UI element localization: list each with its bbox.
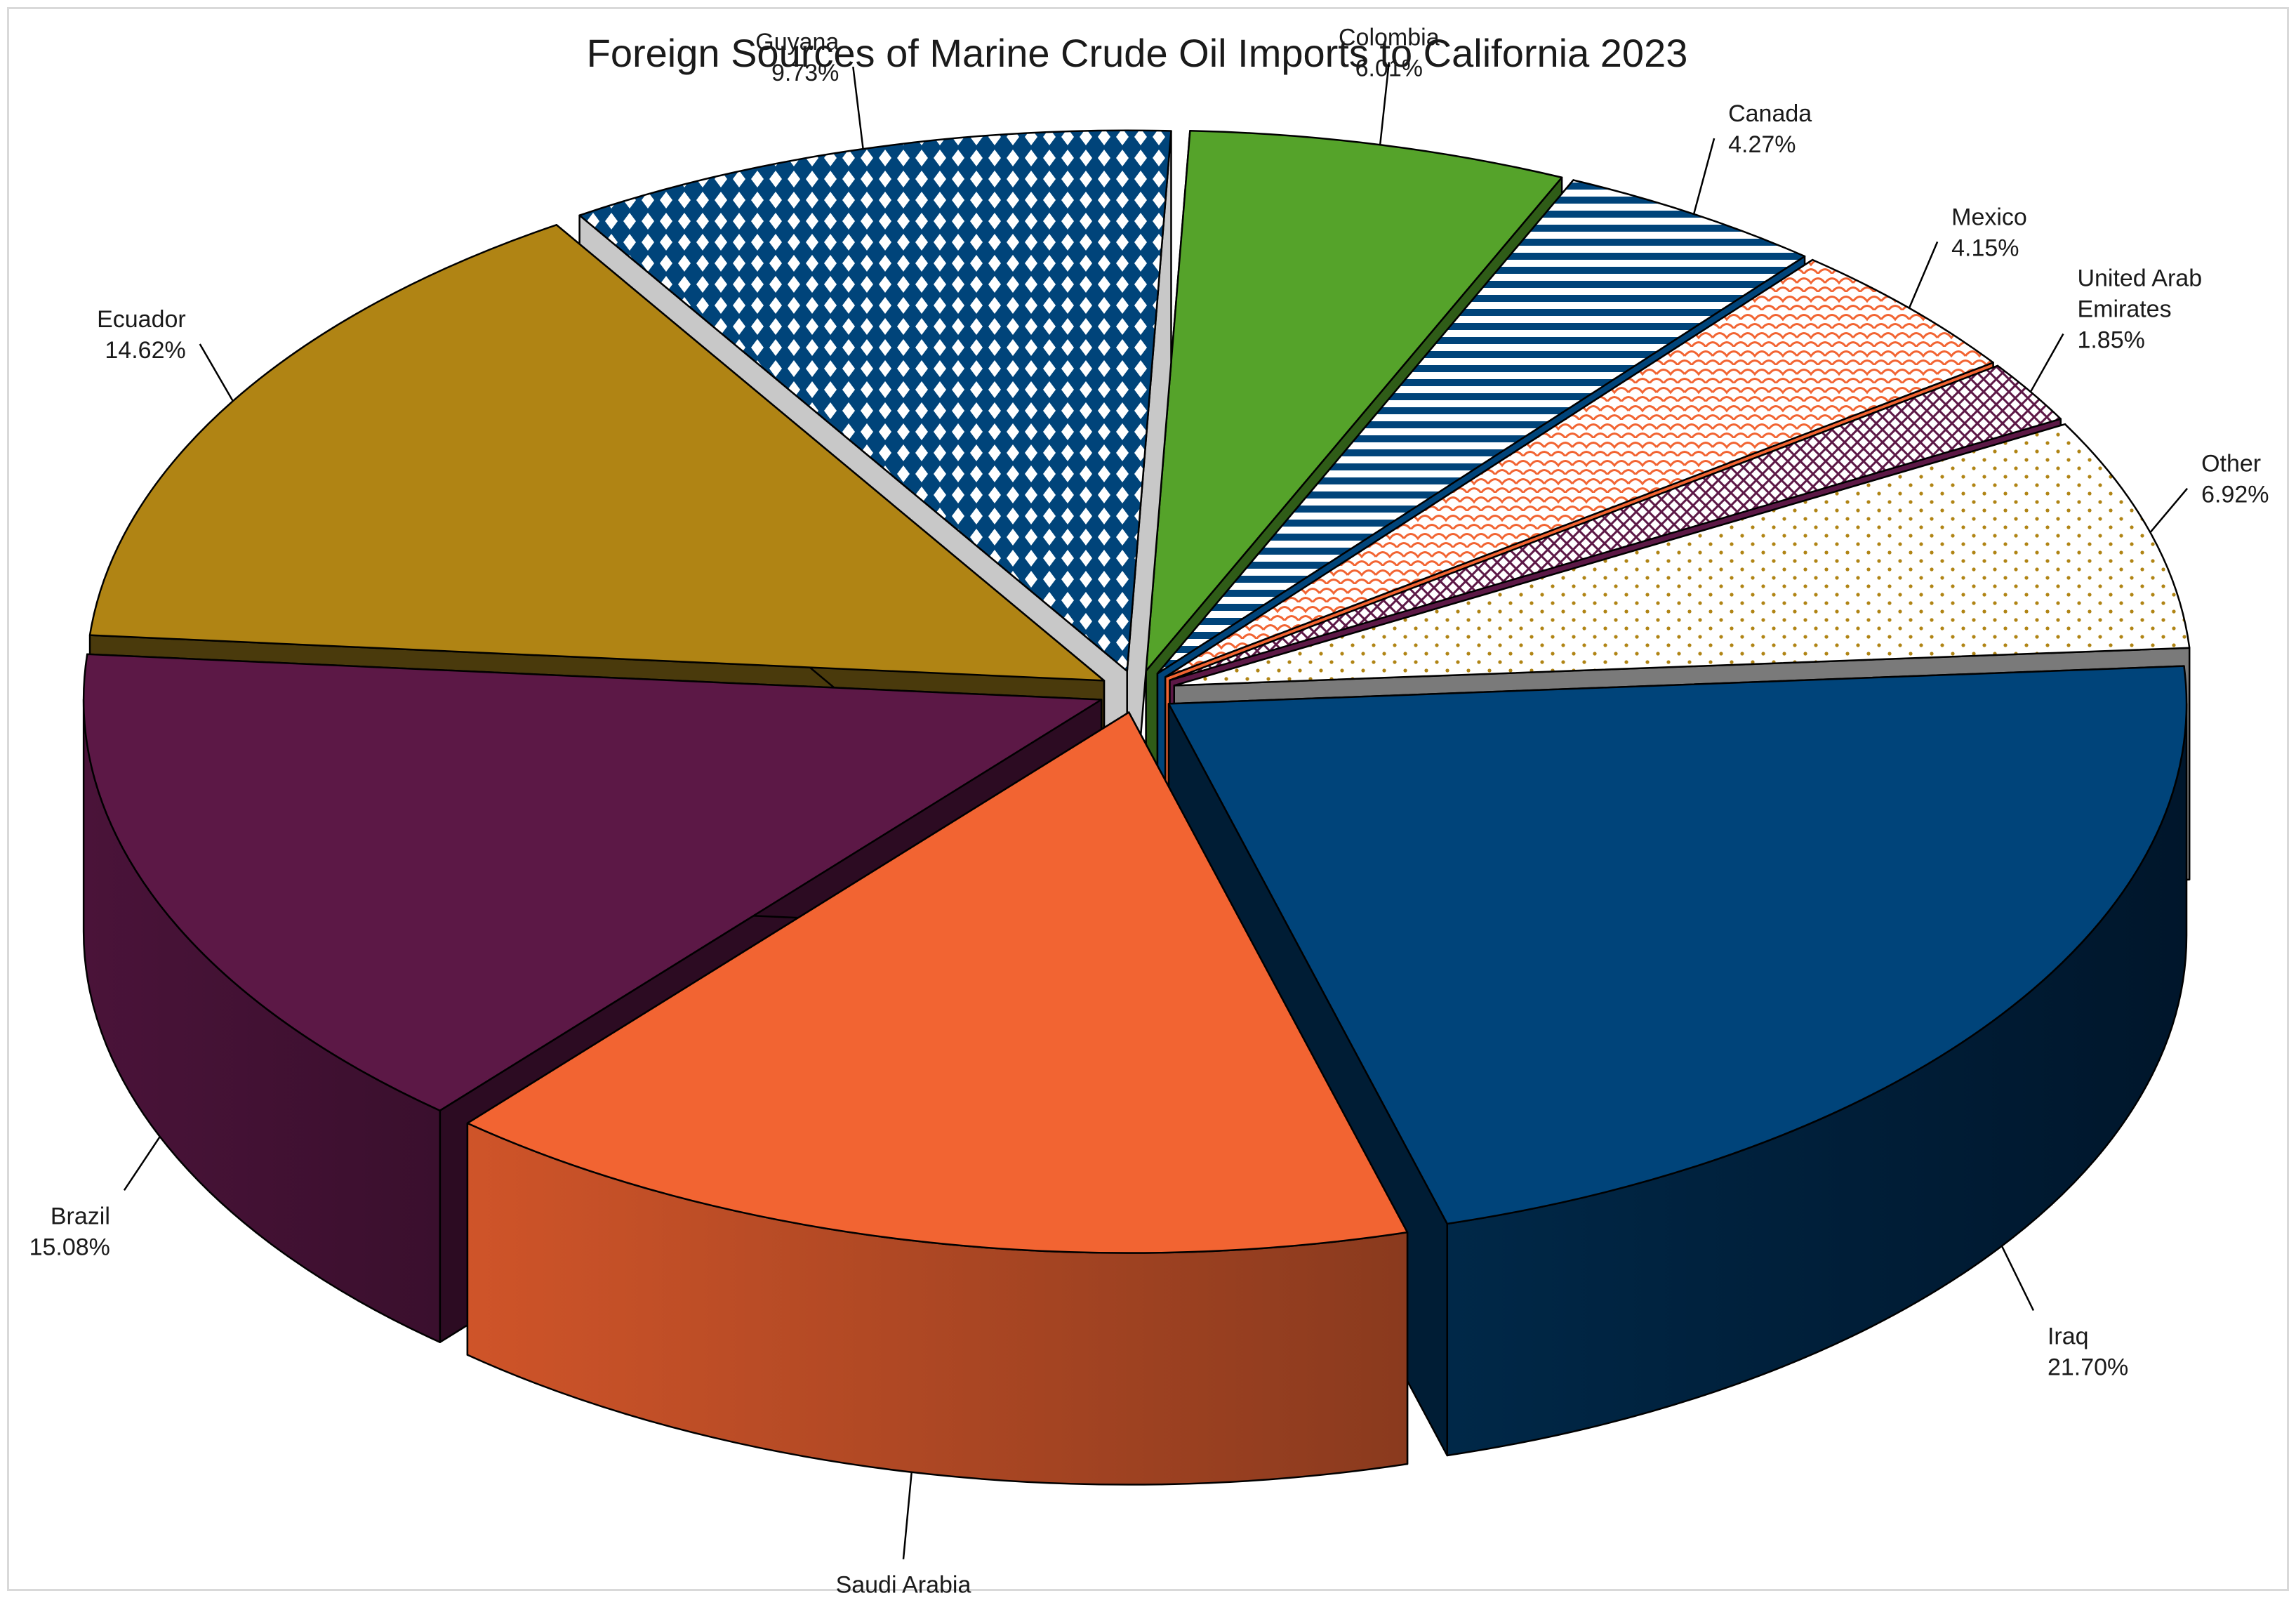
data-label-name: Iraq bbox=[2048, 1323, 2089, 1350]
data-label-value: 15.08% bbox=[29, 1234, 110, 1260]
data-label-canada: Canada 4.27% bbox=[1728, 100, 1812, 158]
data-label-saudi-arabia: Saudi Arabia15.67% bbox=[836, 1572, 971, 1598]
slice-face-other bbox=[1173, 423, 2191, 687]
data-label-value: 9.73% bbox=[771, 60, 839, 86]
slice-face-saudi-arabia bbox=[466, 711, 1409, 1254]
data-label-name: Colombia bbox=[1339, 25, 1440, 51]
data-label-name: Saudi Arabia bbox=[836, 1572, 971, 1598]
data-label-value: 4.27% bbox=[1728, 131, 1796, 158]
leader-line-united-arab-emirates bbox=[2029, 333, 2064, 392]
data-label-value: 21.70% bbox=[2048, 1354, 2128, 1381]
data-label-value: 1.85% bbox=[2077, 327, 2144, 354]
data-label-name: Emirates bbox=[2077, 296, 2171, 323]
pie-slice-saudi-arabia bbox=[466, 711, 1409, 1486]
slice-face-ecuador bbox=[88, 224, 1106, 682]
data-label-value: 4.15% bbox=[1951, 235, 2019, 261]
leader-line-iraq bbox=[2000, 1246, 2035, 1312]
data-labels: Iraq 21.70% Saudi Arabia15.67% Brazil 15.08%… bbox=[29, 25, 2269, 1598]
data-label-guyana: Guyana 9.73% bbox=[755, 29, 839, 86]
leader-line-other bbox=[2149, 487, 2189, 534]
data-label-name: United Arab bbox=[2077, 265, 2202, 292]
data-label-name: Guyana bbox=[755, 29, 839, 55]
slice-face-colombia bbox=[1145, 130, 1563, 672]
slice-face-iraq bbox=[1167, 665, 2188, 1225]
slice-face-canada bbox=[1156, 179, 1806, 675]
data-label-name: Brazil bbox=[51, 1203, 110, 1229]
data-label-value: 6.92% bbox=[2201, 482, 2269, 508]
data-label-value: 14.62% bbox=[105, 337, 185, 364]
slice-face-brazil bbox=[82, 653, 1103, 1111]
data-label-name: Mexico bbox=[1951, 204, 2027, 230]
data-label-other: Other 6.92% bbox=[2201, 451, 2269, 508]
leader-line-saudi-arabia bbox=[902, 1472, 913, 1559]
pie-slices bbox=[82, 129, 2191, 1486]
leader-line-ecuador bbox=[199, 343, 234, 402]
data-label-iraq: Iraq 21.70% bbox=[2048, 1323, 2128, 1381]
data-label-ecuador: Ecuador 14.62% bbox=[97, 306, 186, 364]
leader-line-colombia bbox=[1379, 62, 1391, 145]
leader-line-mexico bbox=[1908, 241, 1939, 309]
chart-title: Foreign Sources of Marine Crude Oil Impo… bbox=[587, 31, 1688, 75]
data-label-name: Canada bbox=[1728, 100, 1812, 127]
leader-line-brazil bbox=[123, 1136, 161, 1191]
data-label-name: Other bbox=[2201, 451, 2261, 477]
leader-line-canada bbox=[1692, 138, 1716, 215]
data-label-brazil: Brazil 15.08% bbox=[29, 1203, 110, 1260]
slice-face-guyana bbox=[578, 129, 1172, 673]
data-label-mexico: Mexico 4.15% bbox=[1951, 204, 2027, 261]
data-label-value: 6.01% bbox=[1355, 55, 1423, 82]
data-label-united-arab-emirates: United Arab Emirates 1.85% bbox=[2077, 265, 2202, 354]
leader-line-guyana bbox=[852, 66, 864, 150]
data-label-name: Ecuador bbox=[97, 306, 186, 333]
data-label-colombia: Colombia 6.01% bbox=[1339, 25, 1440, 82]
